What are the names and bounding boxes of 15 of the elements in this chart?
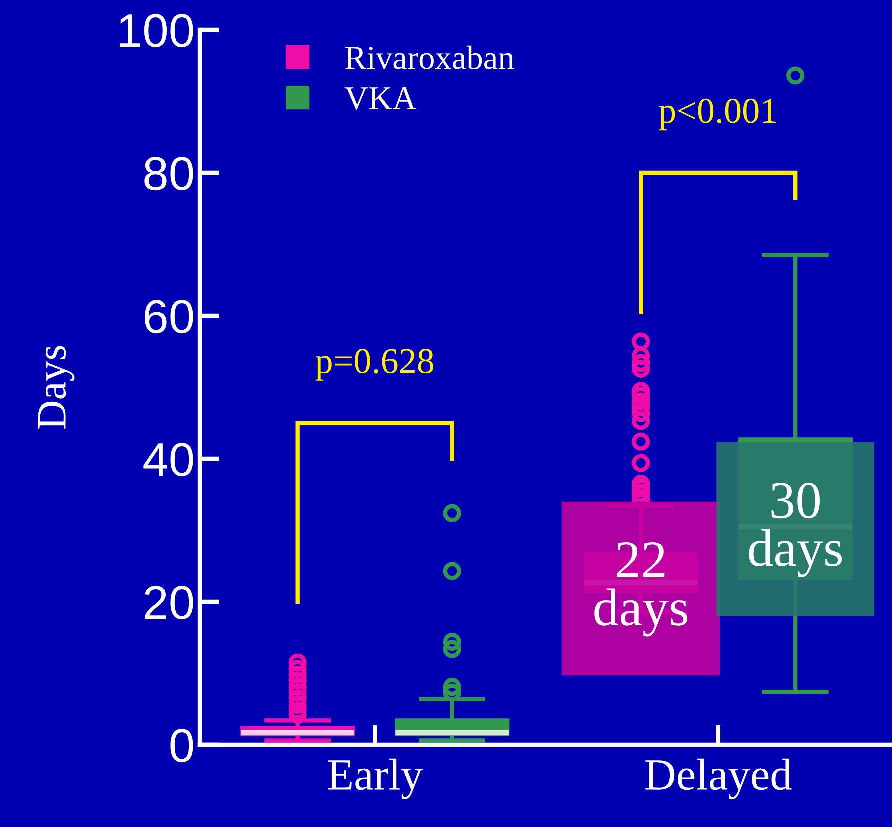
y-tick-label: 60 <box>145 300 194 334</box>
y-tick-label: 80 <box>144 157 194 191</box>
y-tick-label: 0 <box>170 729 194 763</box>
annotation: p=0.628 <box>316 349 434 381</box>
y-tick-label: 100 <box>120 14 194 48</box>
legend-label: VKA <box>344 87 416 110</box>
y-axis-title: Days <box>38 346 75 430</box>
y-tick-label: 20 <box>144 586 194 620</box>
annotation: 30 days <box>749 483 842 578</box>
x-tick-label: Early <box>328 758 424 800</box>
annotation: 22 days <box>594 542 688 637</box>
legend-label: Rivaroxaban <box>345 46 514 70</box>
x-tick-label: Delayed <box>646 758 792 800</box>
annotation: p<0.001 <box>659 98 776 131</box>
y-tick-label: 40 <box>144 443 194 477</box>
